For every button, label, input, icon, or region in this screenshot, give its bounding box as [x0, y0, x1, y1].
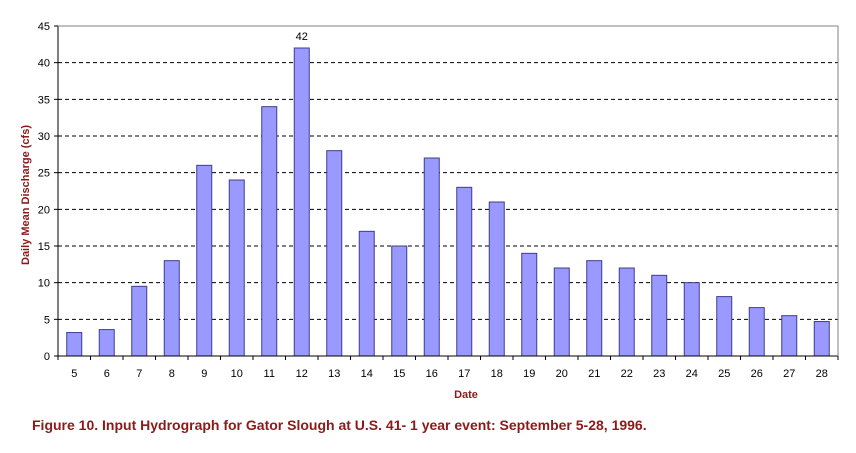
x-tick-label: 18: [491, 368, 503, 380]
x-tick-label: 7: [136, 368, 142, 380]
bar: [748, 307, 765, 357]
bar: [618, 267, 635, 357]
y-tick-label: 5: [44, 314, 50, 326]
bar: [423, 157, 440, 357]
x-tick-label: 5: [71, 368, 77, 380]
y-tick-label: 40: [38, 58, 50, 70]
data-labels: 42: [296, 31, 308, 43]
bar: [683, 282, 700, 357]
x-tick-label: 19: [523, 368, 535, 380]
bar: [293, 47, 310, 357]
bar: [456, 186, 473, 357]
x-tick-label: 15: [393, 368, 405, 380]
bar: [781, 315, 798, 357]
y-tick-label: 30: [38, 131, 50, 143]
x-tick-label: 14: [361, 368, 373, 380]
y-tick-label: 45: [38, 21, 50, 33]
x-tick-labels: 5 6 7 8 9 10 11 12 13 14 15 16 17 18 19 20 21 22 23 24 25 26 2…: [71, 368, 828, 380]
bar: [813, 321, 830, 357]
x-axis-title: Date: [454, 389, 478, 401]
y-tick-label: 25: [38, 168, 50, 180]
x-tick-label: 16: [426, 368, 438, 380]
x-tick-label: 9: [201, 368, 207, 380]
bar: [651, 274, 668, 357]
bar: [66, 332, 83, 357]
x-tick-label: 20: [556, 368, 568, 380]
bar: [358, 230, 375, 357]
bar: [521, 252, 538, 357]
x-tick-label: 27: [783, 368, 795, 380]
x-tick-label: 12: [296, 368, 308, 380]
x-tick-label: 17: [458, 368, 470, 380]
bar: [326, 150, 343, 357]
data-label: 42: [296, 31, 308, 43]
x-tick-label: 26: [751, 368, 763, 380]
bar: [716, 296, 733, 357]
y-tick-label: 20: [38, 204, 50, 216]
y-axis-title: Daily Mean Discharge (cfs): [20, 125, 32, 265]
bar: [228, 179, 245, 357]
bar: [98, 329, 115, 357]
bar: [488, 201, 505, 357]
bar: [553, 267, 570, 357]
bar: [391, 245, 408, 357]
x-tick-label: 13: [328, 368, 340, 380]
x-tick-label: 28: [816, 368, 828, 380]
x-tick-label: 11: [264, 368, 275, 380]
y-tick-labels: 0 5 10 15 20 25 30 35 40 45: [38, 21, 50, 363]
y-tick-label: 15: [38, 241, 50, 253]
x-tick-label: 8: [169, 368, 175, 380]
x-tick-label: 22: [621, 368, 633, 380]
bar: [163, 260, 180, 357]
x-tick-label: 23: [653, 368, 665, 380]
y-tick-label: 0: [44, 351, 50, 363]
bar: [196, 164, 213, 357]
bars: [66, 47, 830, 357]
x-tick-label: 10: [231, 368, 243, 380]
y-tick-label: 35: [38, 94, 50, 106]
x-tick-label: 21: [588, 368, 600, 380]
x-tick-label: 25: [718, 368, 730, 380]
bar: [131, 285, 148, 357]
y-tick-label: 10: [38, 278, 50, 290]
bar: [261, 106, 278, 357]
bar: [586, 260, 603, 357]
axes: [54, 25, 839, 360]
x-tick-label: 24: [686, 368, 698, 380]
figure-caption: Figure 10. Input Hydrograph for Gator Sl…: [32, 417, 647, 433]
x-tick-label: 6: [104, 368, 110, 380]
